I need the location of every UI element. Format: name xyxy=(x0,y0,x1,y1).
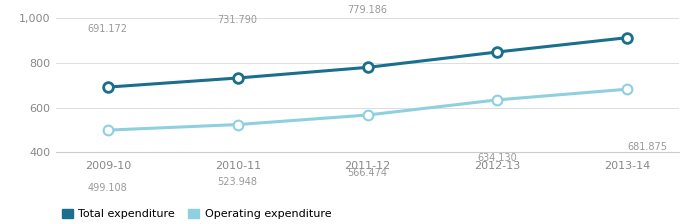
Text: 731.790: 731.790 xyxy=(218,15,258,25)
Text: 523.948: 523.948 xyxy=(218,177,258,187)
Legend: Total expenditure, Operating expenditure: Total expenditure, Operating expenditure xyxy=(62,209,332,219)
Text: 634.130: 634.130 xyxy=(477,153,517,163)
Text: 691.172: 691.172 xyxy=(88,24,127,34)
Text: 681.875: 681.875 xyxy=(627,142,667,152)
Text: 499.108: 499.108 xyxy=(88,183,127,193)
Text: 779.186: 779.186 xyxy=(347,5,387,15)
Text: 566.474: 566.474 xyxy=(347,168,387,178)
